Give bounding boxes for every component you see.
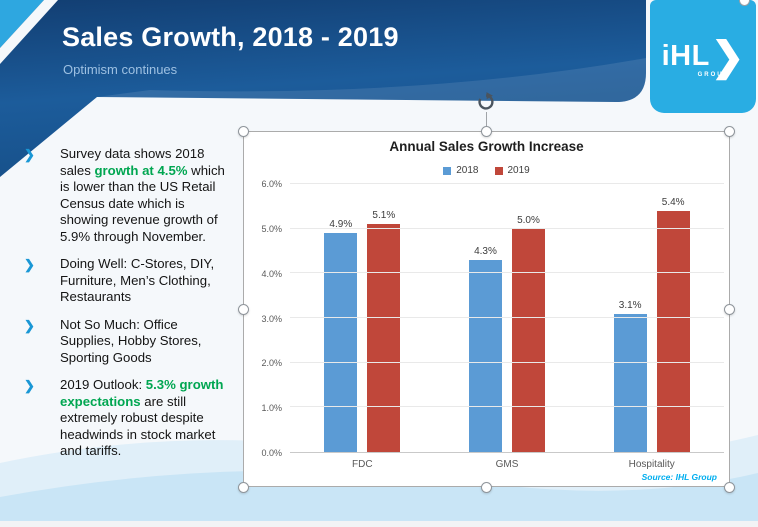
bullet-chevron-icon: ❯: [24, 147, 35, 162]
y-tick-label: 5.0%: [261, 223, 282, 234]
selection-handle-top-center[interactable]: [481, 126, 492, 137]
source-caption: Source: IHL Group: [641, 472, 717, 482]
bar-2018-FDC: [324, 233, 358, 452]
y-axis: 0.0% 1.0% 2.0% 3.0% 4.0% 5.0% 6.0%: [246, 179, 286, 458]
logo-text: iHL: [661, 40, 710, 72]
bar-value-label: 5.1%: [372, 210, 396, 222]
bullet-text: Survey data shows 2018 sales growth at 4…: [60, 146, 225, 244]
gridline: [290, 183, 724, 184]
bar-2018-Hospitality: [613, 313, 647, 452]
logo-group-text: GROUP: [697, 72, 730, 78]
gridline: [290, 227, 724, 229]
ihl-logo-mark: iHL ❯ GROUP: [661, 34, 745, 79]
chart-object[interactable]: Annual Sales Growth Increase 2018 2019 0.…: [238, 92, 735, 493]
bullet-text: 2019 Outlook: 5.3% growth expectations a…: [60, 377, 224, 458]
bar-2019-FDC: [367, 224, 401, 452]
legend-swatch-icon: [443, 166, 452, 175]
bar-value-label: 5.0%: [517, 214, 540, 226]
chart-legend: 2018 2019: [244, 165, 729, 176]
header-banner: [0, 0, 646, 177]
ihl-logo: iHL ❯ GROUP: [650, 0, 756, 113]
bar-value-label: 3.1%: [618, 299, 642, 311]
y-tick-label: 2.0%: [261, 358, 282, 369]
bar-wrap: 5.4%: [656, 184, 690, 452]
gridline: [290, 317, 724, 318]
bar-2019-GMS: [512, 228, 545, 452]
y-tick-label: 6.0%: [261, 179, 282, 189]
bar-wrap: 3.1%: [613, 184, 647, 452]
bullet-chevron-icon: ❯: [24, 257, 35, 272]
bar-value-label: 4.3%: [474, 245, 497, 257]
legend-item: 2018: [443, 165, 479, 176]
selection-handle-top-left[interactable]: [238, 126, 249, 137]
bar-wrap: 5.1%: [367, 184, 401, 452]
page-title: Sales Growth, 2018 - 2019: [62, 22, 399, 52]
y-tick-label: 1.0%: [261, 403, 282, 414]
bar-group: 4.3% 5.0%: [435, 184, 580, 452]
selection-handle-bottom-center[interactable]: [481, 482, 492, 493]
legend-swatch-icon: [494, 166, 503, 175]
bullet-chevron-icon: ❯: [24, 317, 35, 333]
bullet-item: ❯ Survey data shows 2018 sales growth at …: [24, 146, 236, 245]
selection-handle-top-right[interactable]: [724, 126, 735, 137]
bottom-edge: [0, 521, 758, 527]
rotate-handle-connector: [486, 112, 487, 128]
bar-value-label: 4.9%: [329, 219, 353, 231]
legend-item: 2019: [494, 165, 530, 176]
x-category-label: FDC: [352, 459, 373, 470]
y-tick-label: 0.0%: [261, 448, 282, 458]
y-tick-label: 3.0%: [261, 313, 282, 324]
gridline: [290, 361, 724, 363]
selection-handle-bottom-left[interactable]: [238, 482, 249, 493]
bar-groups: 4.9% 5.1% 4.3% 5.0% 3.1% 5.4%: [290, 184, 724, 452]
bar-wrap: 4.3%: [469, 184, 502, 452]
rotate-handle-icon[interactable]: [475, 91, 497, 113]
bullet-text: Doing Well: C-Stores, DIY, Furniture, Me…: [60, 256, 215, 304]
x-axis: FDC GMS Hospitality: [290, 459, 724, 470]
selection-handle-mid-left[interactable]: [238, 304, 249, 315]
bar-2019-Hospitality: [656, 210, 690, 452]
bullet-item: ❯ Not So Much: Office Supplies, Hobby Sto…: [24, 317, 236, 367]
bar-value-label: 5.4%: [661, 196, 685, 208]
chart-title: Annual Sales Growth Increase: [389, 139, 584, 154]
bar-group: 3.1% 5.4%: [579, 184, 724, 452]
bullet-text: Not So Much: Office Supplies, Hobby Stor…: [60, 316, 202, 365]
bar-wrap: 4.9%: [324, 184, 358, 452]
x-category-label: GMS: [495, 459, 519, 470]
bar-wrap: 5.0%: [512, 184, 545, 452]
bar-2018-GMS: [469, 259, 502, 452]
plot-area: 4.9% 5.1% 4.3% 5.0% 3.1% 5.4%: [290, 183, 724, 453]
gridline: [290, 272, 724, 274]
gridline: [290, 406, 724, 408]
bar-group: 4.9% 5.1%: [290, 184, 435, 452]
x-category-label: Hospitality: [628, 459, 675, 470]
bullet-chevron-icon: ❯: [24, 378, 35, 393]
logo-chevron-icon: ❯: [710, 34, 745, 79]
key-points-list: ❯ Survey data shows 2018 sales growth at …: [24, 146, 236, 471]
bullet-item: ❯ 2019 Outlook: 5.3% growth expectations …: [24, 377, 236, 460]
selection-handle-mid-right[interactable]: [724, 304, 735, 315]
y-tick-label: 4.0%: [261, 268, 282, 279]
selection-handle-bottom-right[interactable]: [724, 482, 735, 493]
bullet-item: ❯ Doing Well: C-Stores, DIY, Furniture, M…: [24, 256, 236, 306]
page-subtitle: Optimism continues: [63, 62, 178, 77]
